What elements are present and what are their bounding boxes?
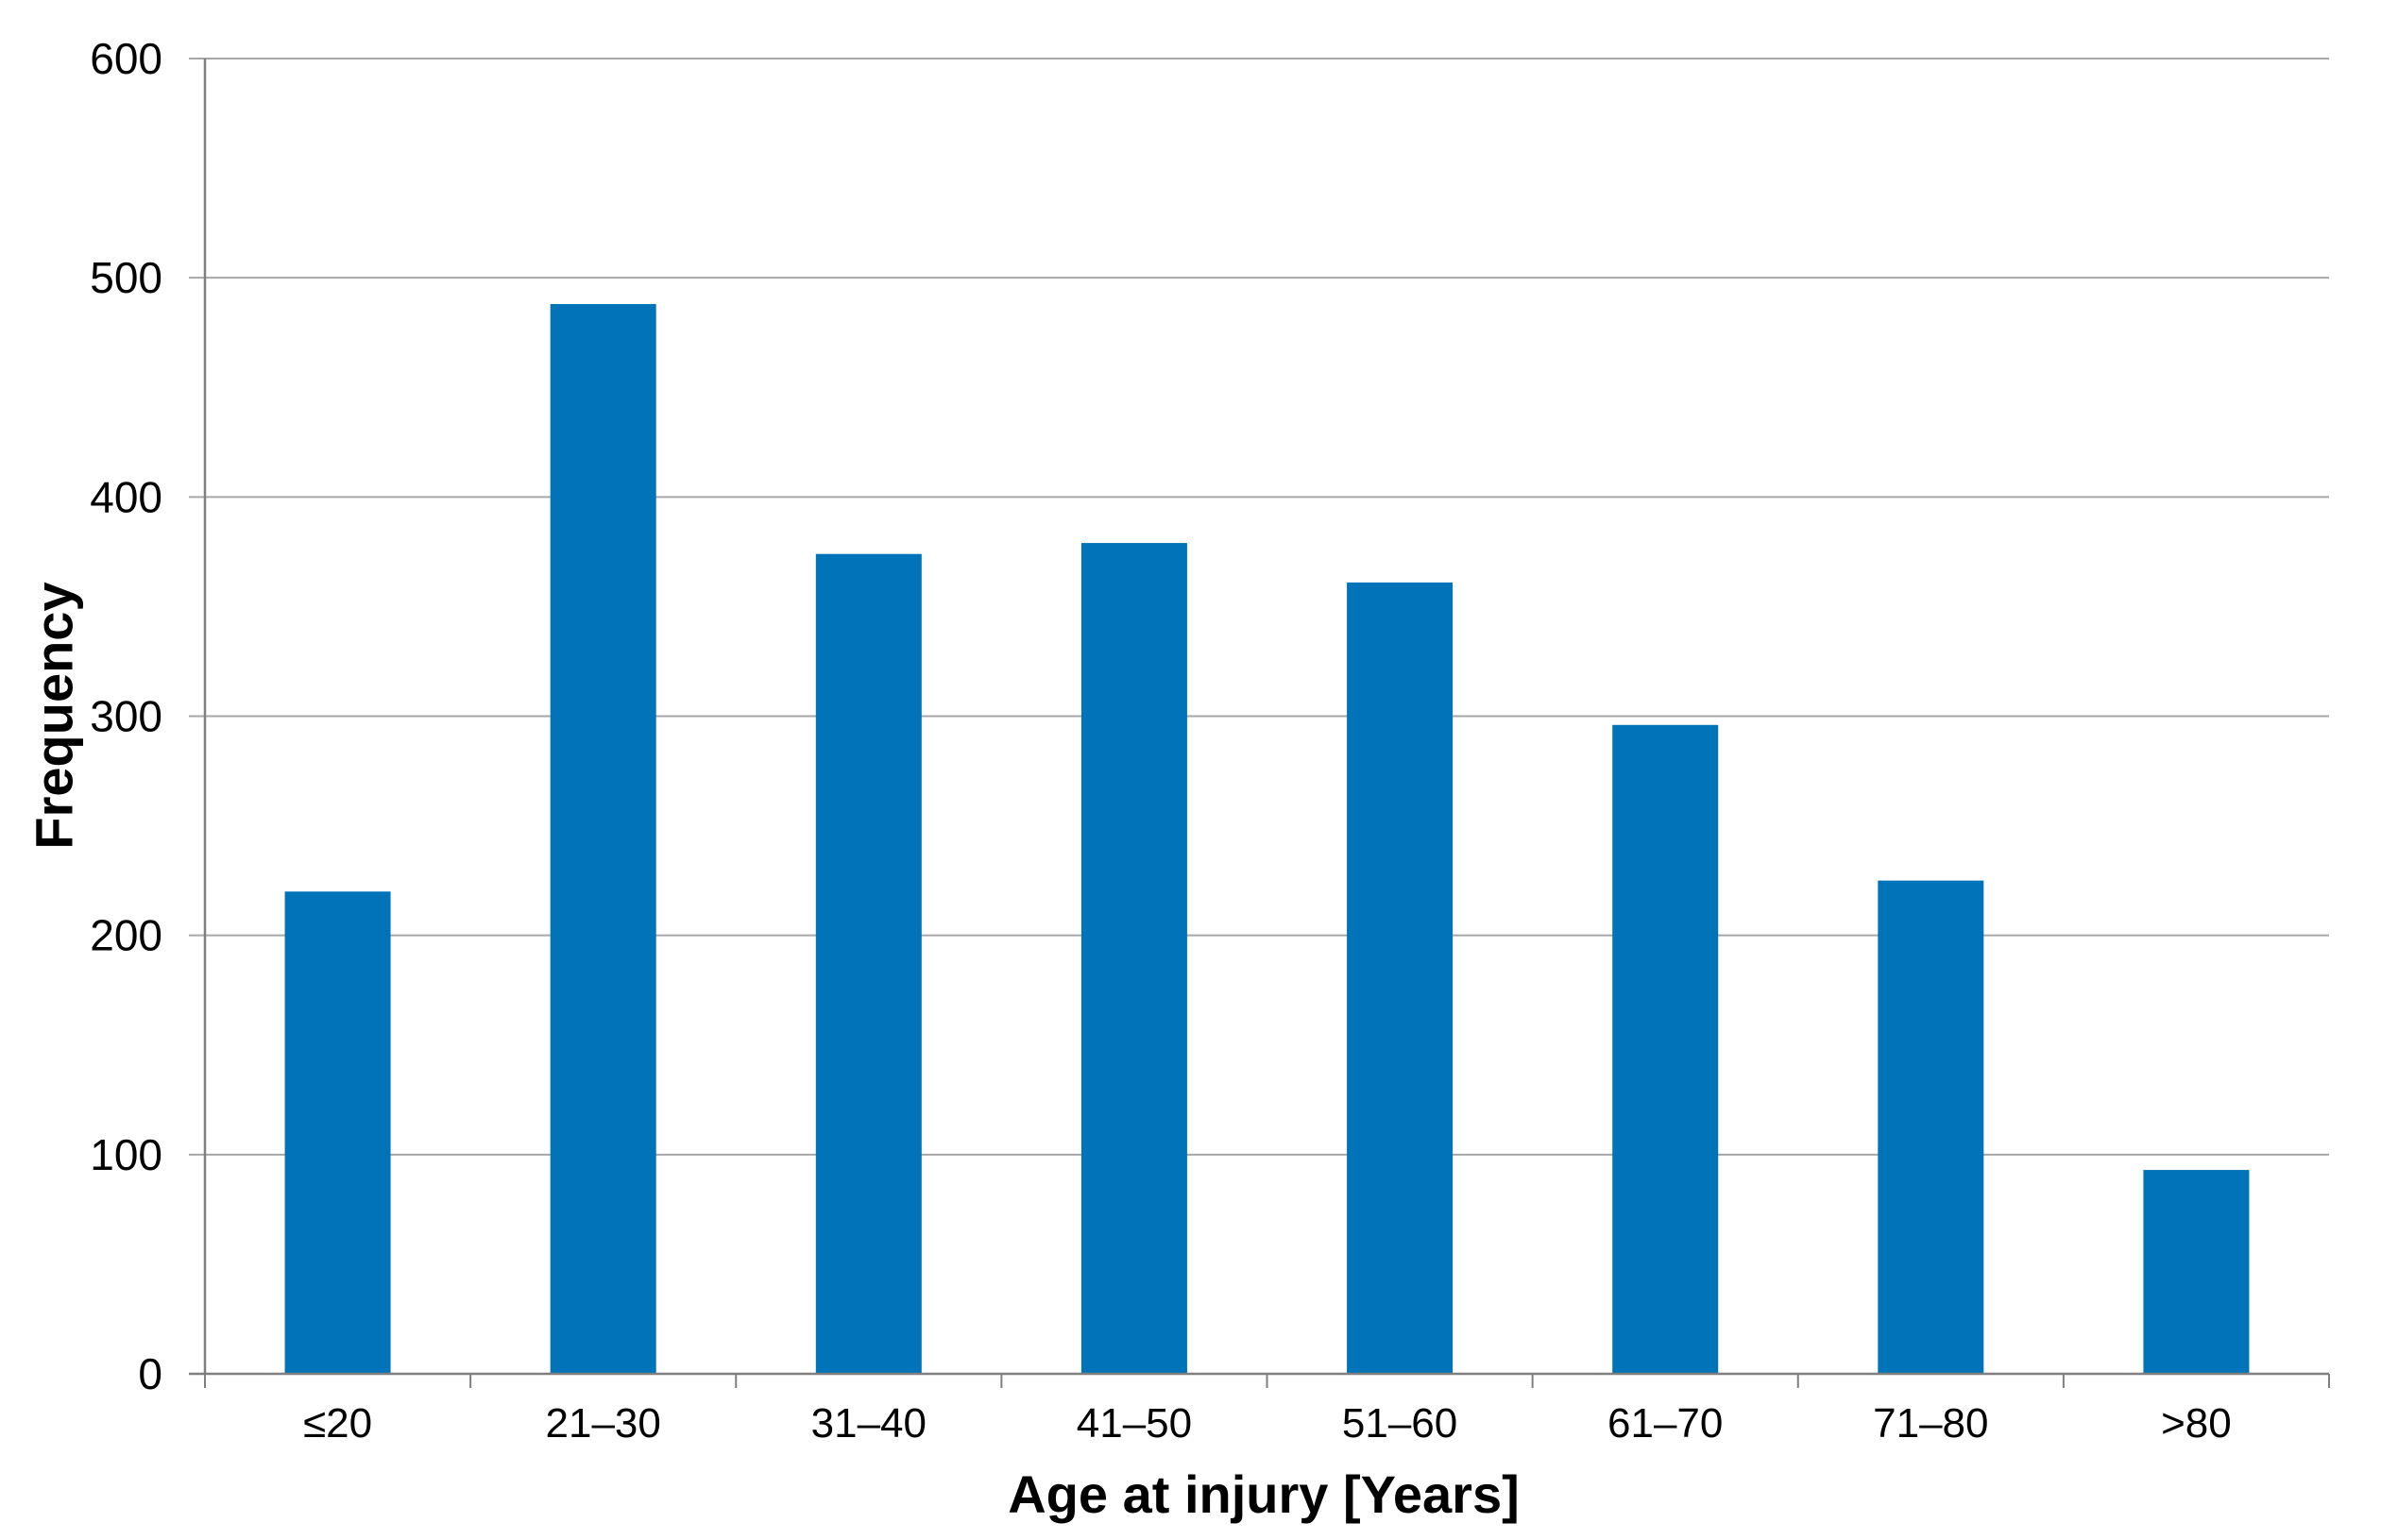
x-tick-label: 21–30 (546, 1400, 661, 1447)
y-tick-label: 500 (90, 253, 162, 302)
x-tick-label: ≤20 (303, 1400, 372, 1447)
y-tick-label: 400 (90, 472, 162, 521)
x-axis-title: Age at injury [Years] (1008, 1464, 1520, 1524)
y-tick-label: 100 (90, 1130, 162, 1179)
x-tick-label: >80 (2161, 1400, 2232, 1447)
bar (1612, 724, 1719, 1374)
x-tick-label: 61–70 (1607, 1400, 1723, 1447)
bar (284, 891, 391, 1374)
x-tick-label: 51–60 (1342, 1400, 1457, 1447)
bar (2143, 1170, 2250, 1374)
y-tick-label: 600 (90, 34, 162, 83)
y-tick-label: 200 (90, 911, 162, 960)
y-axis-title: Frequency (24, 582, 84, 850)
y-tick-label: 300 (90, 692, 162, 741)
bar (1878, 880, 1984, 1374)
y-tick-label: 0 (138, 1349, 162, 1398)
bar (550, 304, 656, 1375)
bar (1347, 582, 1454, 1374)
x-tick-label: 41–50 (1077, 1400, 1192, 1447)
bar (815, 553, 922, 1374)
x-tick-label: 71–80 (1873, 1400, 1988, 1447)
x-tick-label: 31–40 (811, 1400, 927, 1447)
bar (1080, 543, 1187, 1374)
